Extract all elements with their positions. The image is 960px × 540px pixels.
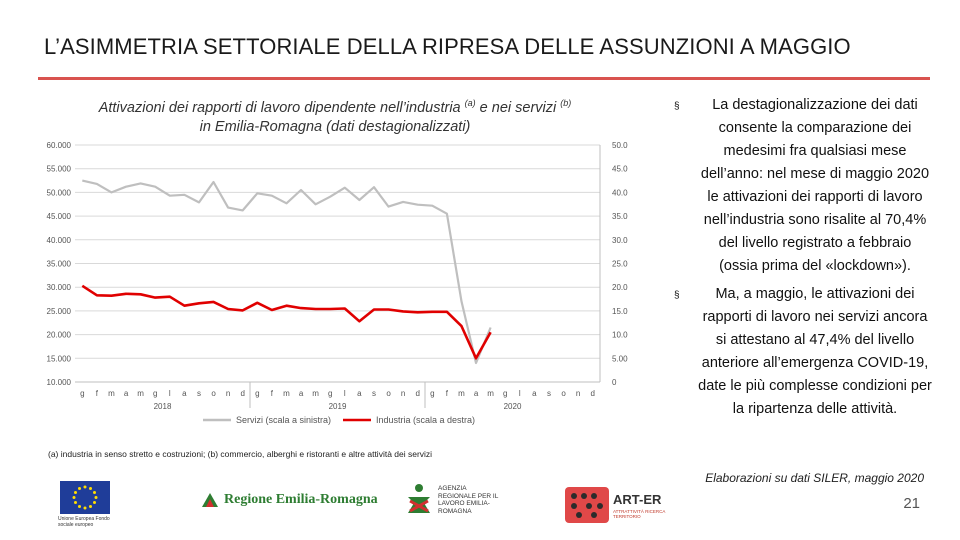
series-line-industria	[81, 284, 492, 360]
chart-title-line1: Attivazioni dei rapporti di lavoro dipen…	[40, 94, 630, 118]
bullet-list: § La destagionalizzazione dei dati conse…	[674, 94, 932, 426]
x-tick-label: n	[226, 389, 230, 398]
arter-text: ART-ER ATTRATTIVITÀ RICERCA TERRITORIO	[613, 492, 671, 519]
bullet-item: § La destagionalizzazione dei dati conse…	[674, 94, 932, 278]
x-tick-label: a	[474, 389, 479, 398]
x-tick-label: g	[80, 389, 84, 398]
y-left-tick-label: 15.000	[47, 354, 72, 363]
eu-flag-logo	[60, 481, 110, 514]
x-tick-label: a	[357, 389, 362, 398]
x-tick-label: g	[430, 389, 434, 398]
x-tick-label: m	[487, 389, 494, 398]
y-right-tick-label: 10.000	[612, 331, 628, 340]
year-label: 2019	[329, 402, 347, 411]
x-tick-label: s	[372, 389, 376, 398]
x-tick-label: f	[446, 389, 449, 398]
x-tick-label: g	[503, 389, 507, 398]
line-chart: 10.000 15.000 20.000 25.000 30.000 35.000 40.0…	[47, 141, 628, 425]
x-tick-label: a	[124, 389, 129, 398]
series-line-servizi	[82, 179, 492, 365]
y-left-tick-label: 60.000	[47, 141, 72, 150]
chart-footnote: (a) industria in senso stretto e costruz…	[48, 449, 433, 459]
x-tick-label: d	[590, 389, 594, 398]
x-tick-label: m	[108, 389, 115, 398]
eu-stars-icon	[72, 485, 98, 510]
x-tick-label: d	[415, 389, 419, 398]
y-right-tick-label: 0	[612, 378, 617, 387]
bullet-item: § Ma, a maggio, le attivazioni dei rappo…	[674, 283, 932, 421]
x-tick-label: o	[561, 389, 566, 398]
bullet-square-icon: §	[674, 101, 680, 112]
x-tick-label: g	[255, 389, 259, 398]
x-tick-label: s	[547, 389, 551, 398]
chart-title-text-a: Attivazioni dei rapporti di lavoro dipen…	[98, 99, 461, 116]
eu-caption: Unione Europea Fondo sociale europeo	[58, 516, 110, 528]
footnote-ref-b: (b)	[560, 98, 572, 108]
x-tick-label: g	[153, 389, 157, 398]
y-left-tick-label: 30.000	[47, 283, 72, 292]
y-left-tick-label: 20.000	[47, 331, 72, 340]
x-tick-label: m	[312, 389, 319, 398]
source-note: Elaborazioni su dati SILER, maggio 2020	[705, 471, 924, 485]
arter-name: ART-ER	[613, 491, 662, 507]
x-tick-label: a	[299, 389, 304, 398]
y-left-tick-label: 55.000	[47, 165, 72, 174]
regione-emblem-icon	[202, 493, 218, 507]
y-right-tick-label: 5.000	[612, 354, 628, 363]
x-tick-label: a	[532, 389, 537, 398]
arter-emblem-icon	[565, 487, 609, 523]
agenzia-emblem-icon	[408, 484, 430, 513]
x-tick-label: o	[211, 389, 216, 398]
x-tick-label: f	[96, 389, 99, 398]
y-right-tick-label: 45.000	[612, 165, 628, 174]
year-label: 2020	[504, 402, 522, 411]
x-tick-label: a	[182, 389, 187, 398]
bullet-text-industry: La destagionalizzazione dei dati consent…	[700, 97, 930, 274]
y-left-tick-label: 10.000	[47, 378, 72, 387]
arter-subtitle: ATTRATTIVITÀ RICERCA TERRITORIO	[613, 508, 666, 519]
x-tick-label: n	[576, 389, 580, 398]
x-tick-label: l	[519, 389, 521, 398]
x-tick-label: s	[197, 389, 201, 398]
x-tick-label: l	[344, 389, 346, 398]
footnote-ref-a: (a)	[464, 98, 476, 108]
bullet-text-services: Ma, a maggio, le attivazioni dei rapport…	[698, 286, 932, 417]
chart-title-line2: in Emilia-Romagna (dati destagionalizzat…	[199, 118, 471, 135]
x-tick-label: m	[283, 389, 290, 398]
agenzia-name: AGENZIA REGIONALE PER IL LAVORO EMILIA-R…	[438, 485, 499, 515]
bullet-square-icon: §	[674, 290, 680, 301]
chart-title-text-b: e nei servizi	[475, 99, 561, 116]
y-right-tick-label: 40.000	[612, 188, 628, 197]
y-right-tick-label: 20.000	[612, 283, 628, 292]
x-tick-label: m	[458, 389, 465, 398]
title-rule	[38, 77, 930, 80]
y-left-tick-label: 40.000	[47, 236, 72, 245]
x-tick-label: g	[328, 389, 332, 398]
x-tick-label: l	[169, 389, 171, 398]
regione-logo: Regione Emilia-Romagna	[200, 491, 378, 509]
x-tick-label: m	[137, 389, 144, 398]
legend-label: Servizi (scala a sinistra)	[236, 415, 331, 425]
y-left-tick-label: 25.000	[47, 307, 72, 316]
regione-name: Regione Emilia-Romagna	[224, 492, 378, 507]
y-right-tick-label: 25.000	[612, 260, 628, 269]
y-left-tick-label: 50.000	[47, 188, 72, 197]
chart-title: Attivazioni dei rapporti di lavoro dipen…	[40, 94, 630, 137]
slide-title: L’ASIMMETRIA SETTORIALE DELLA RIPRESA DE…	[44, 34, 851, 59]
y-right-tick-label: 30.000	[612, 236, 628, 245]
x-tick-label: o	[386, 389, 391, 398]
x-tick-label: n	[401, 389, 405, 398]
legend-label: Industria (scala a destra)	[376, 415, 475, 425]
x-tick-label: d	[240, 389, 244, 398]
arter-logo: ART-ER ATTRATTIVITÀ RICERCA TERRITORIO	[565, 487, 671, 523]
y-left-tick-label: 35.000	[47, 260, 72, 269]
y-right-tick-label: 50.000	[612, 141, 628, 150]
y-right-tick-label: 15.000	[612, 307, 628, 316]
year-label: 2018	[154, 402, 172, 411]
x-tick-label: f	[271, 389, 274, 398]
agenzia-logo: AGENZIA REGIONALE PER IL LAVORO EMILIA-R…	[404, 483, 502, 517]
y-left-tick-label: 45.000	[47, 212, 72, 221]
page-number: 21	[903, 495, 920, 512]
y-right-tick-label: 35.000	[612, 212, 628, 221]
